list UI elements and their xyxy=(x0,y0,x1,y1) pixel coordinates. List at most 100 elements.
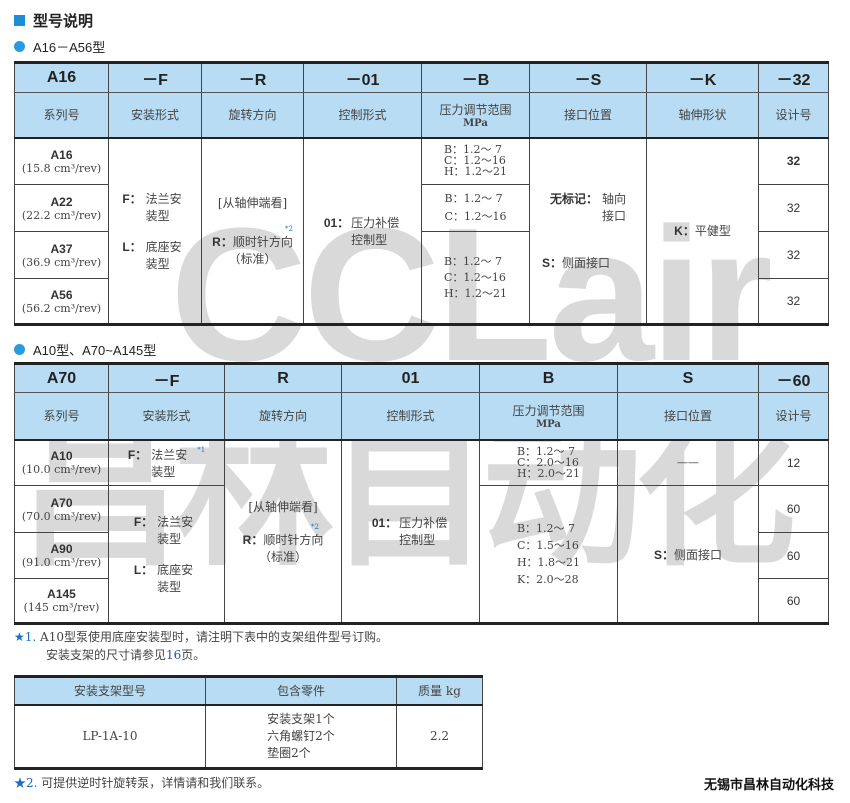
square-bullet-icon xyxy=(14,15,25,26)
model-displacement: (145 cm³/rev) xyxy=(23,601,100,614)
code-port: S xyxy=(617,363,759,393)
control-text: 压力补偿控制型 xyxy=(351,215,400,247)
code-pressure: B xyxy=(479,363,618,393)
mount-f-text: 法兰安装型 xyxy=(145,191,182,223)
design-cell: 60 xyxy=(758,485,829,533)
part-item: 垫圈2个 xyxy=(267,745,311,760)
mount-cell: F： 法兰安装型 L： 底座安装型 xyxy=(108,485,225,624)
rotation-cell: [从轴伸端看] *2 R：顺时针方向 （标准） xyxy=(224,439,342,624)
note-2: ★2. 可提供逆时针旋转泵，详情请和我们联系。 xyxy=(14,774,269,791)
port-none-text: 轴向接口 xyxy=(601,192,626,224)
code-rotation: R xyxy=(224,363,342,393)
note-text: 安装支架的尺寸请参见 xyxy=(46,648,167,662)
label-mount: 安装形式 xyxy=(108,92,202,139)
model-name: A90 xyxy=(50,542,73,556)
rotation-code: R： xyxy=(212,235,233,250)
subtitle-text: A10型、A70~A145型 xyxy=(33,343,157,358)
mount-cell: F： 法兰安装型 L： 底座安装型 xyxy=(108,137,202,325)
mount-f-text: 法兰安装型 xyxy=(151,447,188,479)
code-design: －32 xyxy=(758,62,829,93)
pressure-line: H：1.2～21 xyxy=(443,286,508,300)
label-rotation: 旋转方向 xyxy=(201,92,304,139)
rotation-view: [从轴伸端看] xyxy=(217,196,288,211)
label-pressure: 压力调节范围 MPa xyxy=(421,92,530,139)
port-cell: 无标记： 轴向接口 S：侧面接口 xyxy=(529,137,647,325)
label-control: 控制形式 xyxy=(303,92,422,139)
bracket-header-mass: 质量 kg xyxy=(396,676,483,706)
model-name: A145 xyxy=(47,587,76,601)
model-code-table-1: A16 －F －R －01 －B －S －K －32 系列号 安装形式 旋转方向… xyxy=(14,61,829,326)
model-cell: A22 (22.2 cm³/rev) xyxy=(14,184,109,232)
note-text: 页。 xyxy=(181,648,206,662)
bracket-header-parts: 包含零件 xyxy=(205,676,397,706)
model-displacement: (56.2 cm³/rev) xyxy=(21,301,102,315)
pressure-label: 压力调节范围 xyxy=(439,102,512,117)
model-displacement: (10.0 cm³/rev) xyxy=(21,463,102,477)
code-control: －01 xyxy=(303,62,422,93)
code-mount: －F xyxy=(108,363,225,393)
pressure-line: B：1.2～ 7 xyxy=(516,444,576,458)
circle-bullet-icon xyxy=(14,41,25,52)
note-number: 1. xyxy=(24,630,37,644)
model-name: A56 xyxy=(50,287,73,302)
label-series: 系列号 xyxy=(14,392,109,441)
pressure-line: K：2.0～28 xyxy=(516,573,579,586)
model-name: A37 xyxy=(50,241,73,256)
pressure-line: C：1.2～16 xyxy=(443,270,506,284)
shaft-code: K： xyxy=(674,224,695,239)
label-pressure: 压力调节范围 MPa xyxy=(479,392,618,441)
model-code-table-2: A70 －F R 01 B S －60 系列号 安装形式 旋转方向 控制形式 压… xyxy=(14,362,829,625)
control-cell: 01： 压力补偿控制型 xyxy=(303,137,422,325)
circle-bullet-icon xyxy=(14,344,25,355)
port-s-code: S： xyxy=(653,547,674,562)
note-number: 2. xyxy=(26,776,38,790)
port-a10-cell: —— xyxy=(617,439,759,486)
design-cell: 32 xyxy=(758,137,829,185)
design-cell: 12 xyxy=(758,439,829,486)
pressure-line: C：1.2～16 xyxy=(444,210,507,223)
code-rotation: －R xyxy=(201,62,304,93)
model-cell: A10 (10.0 cm³/rev) xyxy=(14,439,109,486)
rotation-cell: [从轴伸端看] *2 R：顺时针方向 （标准） xyxy=(201,137,304,325)
pressure-line: B：1.2～ 7 xyxy=(516,522,576,535)
design-cell: 32 xyxy=(758,278,829,325)
model-cell: A90 (91.0 cm³/rev) xyxy=(14,532,109,579)
section1-subtitle: A16－A56型 xyxy=(14,37,105,56)
code-port: －S xyxy=(529,62,647,93)
model-name: A16 xyxy=(50,147,73,162)
design-cell: 60 xyxy=(758,578,829,624)
model-displacement: (91.0 cm³/rev) xyxy=(21,556,102,569)
bracket-parts: 安装支架1个 六角螺钉2个 垫圈2个 xyxy=(205,704,397,769)
pressure-cell: B：1.2～ 7 C：1.5～16 H：1.8～21 K：2.0～28 xyxy=(479,485,618,624)
mount-a10-cell: F： 法兰安装型 *1 xyxy=(108,439,225,486)
page-link[interactable]: 16 xyxy=(166,648,182,662)
model-displacement: (36.9 cm³/rev) xyxy=(21,255,102,269)
mount-l-text: 底座安装型 xyxy=(145,239,182,271)
bracket-model: LP-1A-10 xyxy=(14,704,206,769)
model-displacement: (70.0 cm³/rev) xyxy=(21,509,102,523)
control-cell: 01： 压力补偿控制型 xyxy=(341,439,480,624)
mount-l-code: L： xyxy=(122,239,142,254)
pressure-line: C：1.2～16 xyxy=(443,154,506,168)
model-name: A10 xyxy=(50,449,73,464)
pressure-line: H：2.0～21 xyxy=(516,466,581,480)
rotation-view: [从轴伸端看] xyxy=(248,499,318,514)
star-icon: ★ xyxy=(14,776,27,790)
code-pressure: －B xyxy=(421,62,530,93)
section-heading: 型号说明 xyxy=(14,10,93,31)
rotation-standard: （标准） xyxy=(258,549,307,564)
mount-f-code: F： xyxy=(127,447,148,462)
code-mount: －F xyxy=(108,62,202,93)
pressure-line: C：2.0～16 xyxy=(516,455,579,469)
pressure-cell: B：1.2～ 7 C：1.2～16 xyxy=(421,184,530,232)
mount-f-code: F： xyxy=(122,191,142,206)
bracket-mass: 2.2 xyxy=(396,704,483,769)
code-shaft: －K xyxy=(646,62,759,93)
pressure-unit: MPa xyxy=(536,418,561,430)
rotation-text: 顺时针方向 xyxy=(232,235,293,250)
mount-l-code: L： xyxy=(133,563,154,577)
label-design: 设计号 xyxy=(758,92,829,139)
bracket-table: 安装支架型号 包含零件 质量 kg LP-1A-10 安装支架1个 六角螺钉2个垫… xyxy=(14,675,483,770)
part-item: 安装支架1个 xyxy=(267,711,335,726)
label-mount: 安装形式 xyxy=(108,392,225,441)
